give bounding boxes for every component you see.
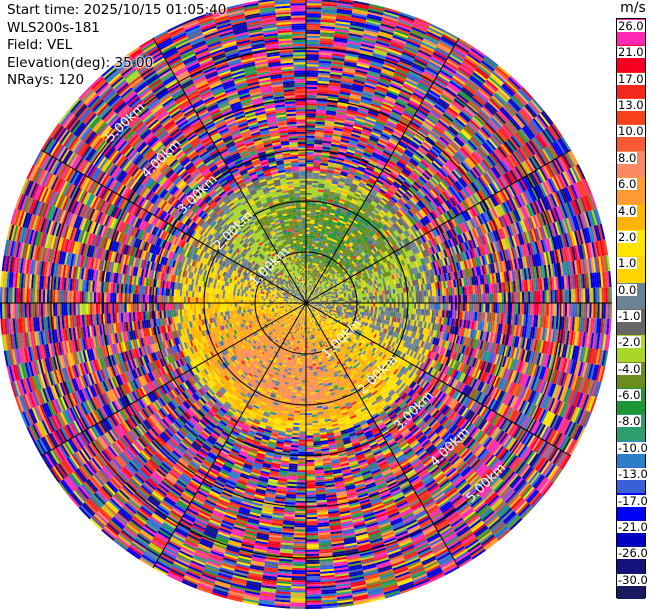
colorbar-tick: 6.0 bbox=[617, 177, 638, 192]
start-time-label: Start time: 2025/10/15 01:05:40 bbox=[7, 2, 227, 18]
instrument-label: WLS200s-181 bbox=[7, 19, 100, 36]
colorbar-tick: 21.0 bbox=[617, 45, 645, 60]
header-info-block: Start time: 2025/10/15 01:05:40 WLS200s-… bbox=[7, 2, 226, 90]
colorbar-tick: 10.0 bbox=[617, 124, 645, 139]
colorbar-tick: 2.0 bbox=[617, 229, 638, 244]
ppi-canvas[interactable]: 1.00km1.00km2.00km2.00km3.00km3.00km4.00… bbox=[0, 0, 612, 609]
colorbar-tick: -13.0 bbox=[617, 467, 649, 482]
azimuth-spokes bbox=[0, 0, 612, 609]
colorbar-tick: 17.0 bbox=[617, 71, 645, 86]
colorbar-tick: 0.0 bbox=[617, 282, 638, 297]
elevation-label: Elevation(deg): 35.00 bbox=[7, 54, 154, 71]
colorbar-tick: 13.0 bbox=[617, 98, 645, 113]
colorbar-tick: -6.0 bbox=[617, 388, 642, 403]
colorbar-tick: -4.0 bbox=[617, 361, 642, 376]
colorbar-tick: -26.0 bbox=[617, 546, 649, 561]
colorbar-tick: -8.0 bbox=[617, 414, 642, 429]
field-label: Field: VEL bbox=[7, 37, 73, 53]
colorbar-tick: -17.0 bbox=[617, 493, 649, 508]
colorbar-tick: 8.0 bbox=[617, 150, 638, 165]
ppi-plot-area[interactable]: 1.00km 1.00km 2.00km 2.00km 3.00km 3.00km 4.00… bbox=[0, 0, 612, 610]
ppi-data-sectors bbox=[0, 0, 612, 609]
colorbar-unit-label: m/s bbox=[620, 0, 646, 16]
colorbar-tick-labels: 26.0 21.0 17.0 13.0 10.0 8.0 6.0 4.0 2.0 1.0 0.0 -1… bbox=[616, 18, 650, 598]
colorbar-tick: -30.0 bbox=[617, 572, 649, 587]
colorbar-tick: -10.0 bbox=[617, 440, 649, 455]
colorbar-tick: 1.0 bbox=[617, 256, 638, 271]
colorbar-tick: -1.0 bbox=[617, 309, 642, 323]
colorbar-tick: -2.0 bbox=[617, 335, 642, 350]
colorbar: m/s 26.0 21.0 17.0 13.0 10.0 8.0 6.0 4.0 2.0 1.0 0… bbox=[616, 0, 650, 610]
colorbar-tick: 26.0 bbox=[617, 19, 645, 33]
nrays-label: NRays: 120 bbox=[7, 72, 85, 88]
colorbar-tick: -21.0 bbox=[617, 519, 649, 534]
colorbar-tick: 4.0 bbox=[617, 203, 638, 218]
